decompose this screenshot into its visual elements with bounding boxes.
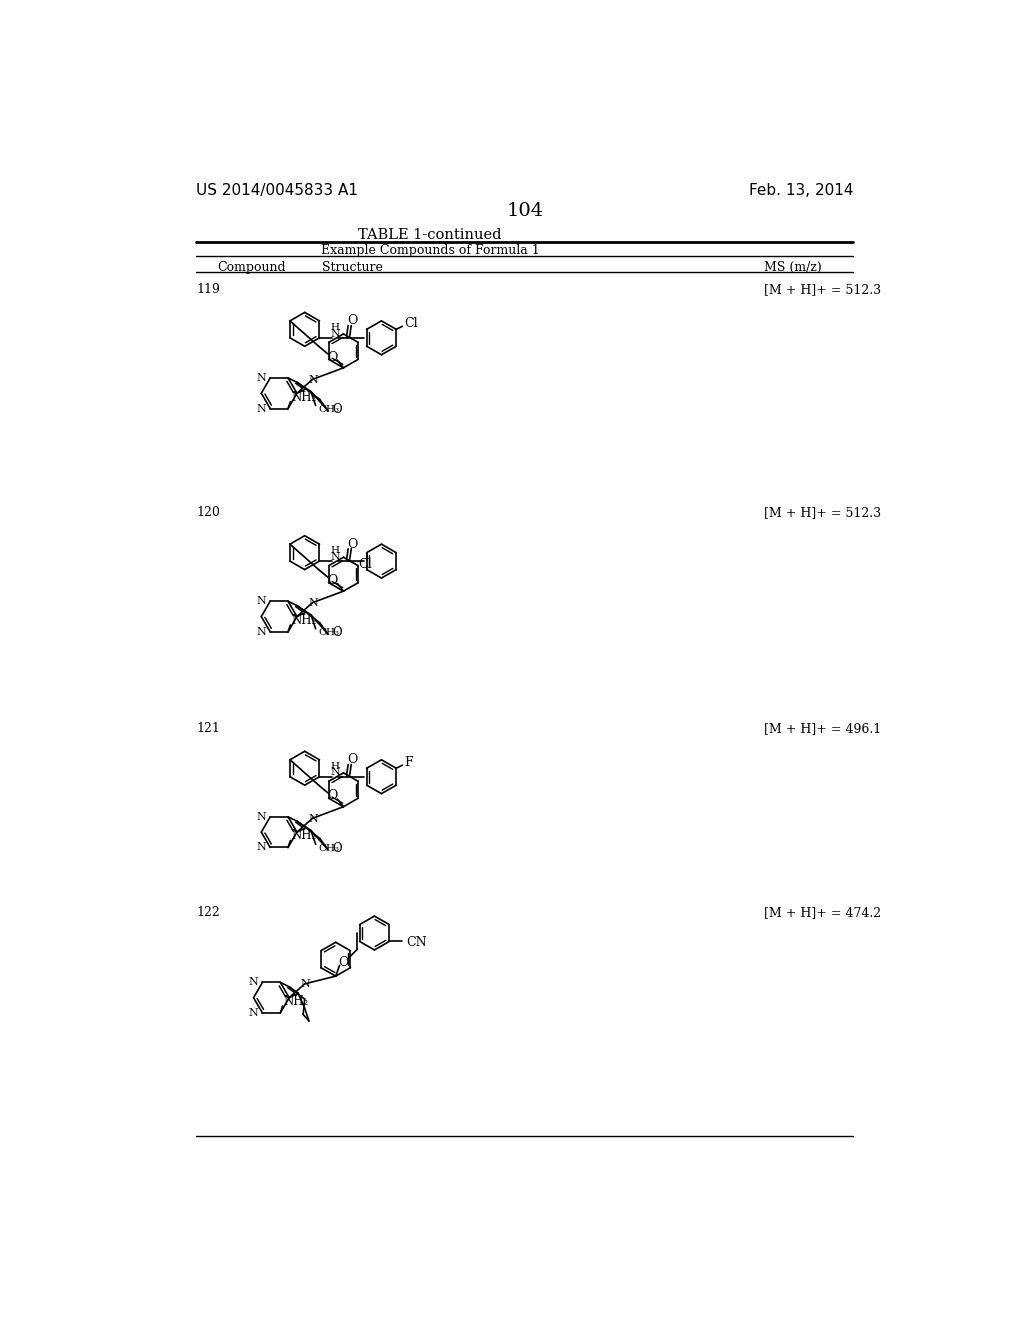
Text: H: H [331, 762, 340, 771]
Text: [M + H]+ = 512.3: [M + H]+ = 512.3 [764, 506, 881, 519]
Text: O: O [347, 537, 358, 550]
Text: N: N [257, 812, 266, 822]
Text: Cl: Cl [404, 317, 418, 330]
Text: Cl: Cl [358, 558, 372, 572]
Text: N: N [257, 627, 266, 636]
Text: NH₂: NH₂ [291, 614, 316, 627]
Text: N: N [257, 842, 266, 853]
Text: N: N [249, 977, 259, 987]
Text: 104: 104 [506, 202, 544, 219]
Text: N: N [257, 404, 266, 413]
Text: US 2014/0045833 A1: US 2014/0045833 A1 [197, 183, 358, 198]
Text: N: N [308, 814, 318, 824]
Text: O: O [332, 403, 342, 416]
Text: N: N [330, 552, 340, 562]
Text: CH₃: CH₃ [317, 843, 339, 853]
Text: [M + H]+ = 496.1: [M + H]+ = 496.1 [764, 722, 881, 735]
Text: 120: 120 [197, 506, 220, 519]
Text: O: O [347, 754, 358, 767]
Text: 122: 122 [197, 907, 220, 920]
Text: [M + H]+ = 474.2: [M + H]+ = 474.2 [764, 907, 881, 920]
Text: 119: 119 [197, 282, 220, 296]
Text: Feb. 13, 2014: Feb. 13, 2014 [749, 183, 853, 198]
Text: N: N [308, 375, 318, 385]
Text: 121: 121 [197, 722, 220, 735]
Text: F: F [404, 755, 413, 768]
Text: MS (m/z): MS (m/z) [764, 261, 821, 275]
Text: O: O [338, 956, 348, 969]
Text: N: N [257, 597, 266, 606]
Text: NH₂: NH₂ [284, 995, 308, 1008]
Text: O: O [332, 842, 342, 855]
Text: CN: CN [407, 936, 427, 949]
Text: O: O [328, 789, 338, 803]
Text: O: O [332, 627, 342, 639]
Text: N: N [330, 767, 340, 777]
Text: NH₂: NH₂ [291, 391, 316, 404]
Text: H: H [331, 546, 340, 554]
Text: N: N [330, 329, 340, 339]
Text: CH₃: CH₃ [317, 628, 339, 638]
Text: N: N [257, 374, 266, 383]
Text: CH₃: CH₃ [317, 405, 339, 413]
Text: NH₂: NH₂ [291, 829, 316, 842]
Text: [M + H]+ = 512.3: [M + H]+ = 512.3 [764, 282, 881, 296]
Text: N: N [300, 979, 310, 990]
Text: Compound: Compound [217, 261, 286, 275]
Text: O: O [328, 351, 338, 363]
Text: N: N [249, 1008, 259, 1018]
Text: O: O [328, 574, 338, 587]
Text: Example Compounds of Formula 1: Example Compounds of Formula 1 [321, 244, 540, 257]
Text: TABLE 1-continued: TABLE 1-continued [358, 228, 502, 243]
Text: H: H [331, 322, 340, 331]
Text: N: N [308, 598, 318, 609]
Text: O: O [347, 314, 358, 327]
Text: Structure: Structure [322, 261, 383, 275]
